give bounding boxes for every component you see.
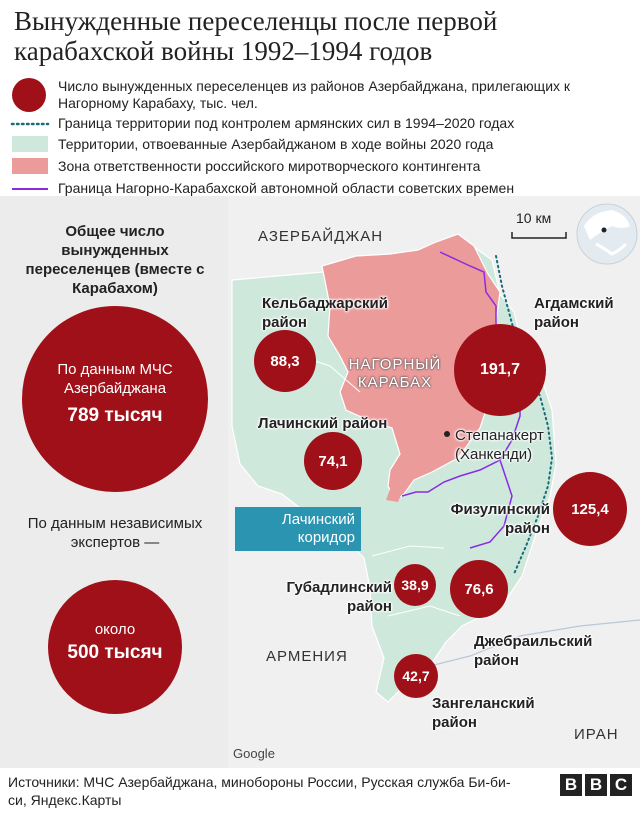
legend-item-green: Территории, отвоеванные Азербайджаном в … <box>10 134 630 156</box>
green-area-icon <box>12 136 48 152</box>
country-label-azerbaijan: АЗЕРБАЙДЖАН <box>258 228 384 245</box>
district-label-kelbajar: Кельбаджарский район <box>262 295 388 331</box>
district-value-circle: 38,9 <box>394 564 436 606</box>
district-label-lachin: Лачинский район <box>258 415 388 432</box>
legend: Число вынужденных переселенцев из районо… <box>10 76 630 200</box>
legend-item-dotted: Граница территории под контролем армянск… <box>10 114 630 134</box>
bbc-logo: B B C <box>560 774 632 796</box>
legend-text: Число вынужденных переселенцев из районо… <box>58 78 571 111</box>
experts-value: 500 тысяч <box>67 642 163 663</box>
logo-letter: B <box>560 774 582 796</box>
district-border <box>387 605 461 617</box>
experts-label: По данным независимых экспертов — <box>27 515 203 551</box>
river <box>429 619 640 667</box>
lachin-corridor-strip <box>386 484 404 502</box>
district-value-circle: 88,3 <box>254 330 316 392</box>
pink-area-icon <box>12 158 48 174</box>
district-label-gubadli: Губадлинский район <box>286 579 392 615</box>
district-label-jabrayil: Джебраильский район <box>474 633 593 669</box>
legend-text: Зона ответственности российского миротво… <box>58 158 481 174</box>
logo-letter: C <box>610 774 632 796</box>
district-value-circle: 76,6 <box>450 560 508 618</box>
stepanakert-label: Степанакерт (Ханкенди) <box>455 427 544 463</box>
scale-label: 10 км <box>516 210 552 226</box>
country-label-iran: ИРАН <box>574 726 619 743</box>
line-of-control <box>495 255 554 575</box>
globe-icon <box>576 203 638 265</box>
lachin-corridor-label: Лачинский коридор <box>235 507 361 551</box>
district-label-fizuli: Физулинский район <box>450 501 550 537</box>
legend-text: Территории, отвоеванные Азербайджаном в … <box>58 136 494 152</box>
district-value-circle: 74,1 <box>304 432 362 490</box>
legend-item-circles: Число вынужденных переселенцев из районо… <box>10 76 630 114</box>
left-panel: Общее число вынужденных переселенцев (вм… <box>0 196 228 768</box>
ministry-source: По данным МЧС Азербайджана <box>57 361 173 397</box>
city-marker <box>444 431 450 437</box>
purple-line-icon <box>12 188 48 190</box>
legend-item-purple: Граница Нагорно-Карабахской автономной о… <box>10 178 630 200</box>
dotted-line-icon <box>10 122 50 126</box>
district-border <box>371 545 445 557</box>
logo-letter: B <box>585 774 607 796</box>
ministry-total-circle: По данным МЧС Азербайджана 789 тысяч <box>22 306 208 492</box>
experts-prefix: около <box>94 621 136 638</box>
left-panel-heading: Общее число вынужденных переселенцев (вм… <box>25 223 205 297</box>
map: Общее число вынужденных переселенцев (вм… <box>0 196 640 768</box>
legend-item-pink: Зона ответственности российского миротво… <box>10 156 630 178</box>
district-value-circle: 191,7 <box>454 324 546 416</box>
ministry-value: 789 тысяч <box>67 405 163 426</box>
country-label-armenia: АРМЕНИЯ <box>266 648 348 665</box>
district-label-zangilan: Зангеланский район <box>432 695 535 731</box>
nagorno-karabakh-label: НАГОРНЫЙ КАРАБАХ <box>348 356 442 391</box>
page-title: Вынужденные переселенцы после первой кар… <box>14 6 498 66</box>
circle-icon <box>12 78 46 112</box>
sources-text: Источники: МЧС Азербайджана, минобороны … <box>8 774 511 808</box>
peacekeeping-zone <box>321 233 501 501</box>
legend-text: Граница территории под контролем армянск… <box>58 115 515 131</box>
district-label-agdam: Агдамский район <box>534 295 614 331</box>
legend-text: Граница Нагорно-Карабахской автономной о… <box>58 180 515 196</box>
district-value-circle: 125,4 <box>553 472 627 546</box>
map-attribution: Google <box>233 746 275 761</box>
scale-bar <box>511 232 567 239</box>
soviet-oblast-border-south <box>469 459 513 549</box>
experts-total-circle: около 500 тысяч <box>48 580 182 714</box>
district-value-circle: 42,7 <box>394 654 438 698</box>
